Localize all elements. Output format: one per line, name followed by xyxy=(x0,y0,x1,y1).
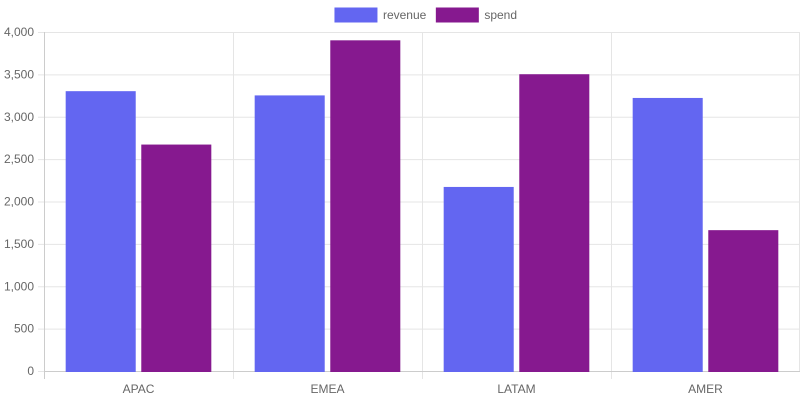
y-tick-label: 500 xyxy=(14,322,34,336)
bar-spend-apac xyxy=(141,144,212,372)
bars xyxy=(65,40,779,372)
y-tick-label: 1,000 xyxy=(4,279,34,293)
legend-swatch-revenue xyxy=(334,7,378,23)
bar-spend-latam xyxy=(519,74,590,372)
y-axis-ticks: 0 500 1,000 1,500 2,000 2,500 3,000 3,500 4,000 xyxy=(4,25,34,378)
y-tick-label: 2,000 xyxy=(4,195,34,209)
y-tick-label: 4,000 xyxy=(4,25,34,39)
x-tick-label: APAC xyxy=(123,382,155,396)
y-tick-label: 1,500 xyxy=(4,237,34,251)
legend-label-revenue: revenue xyxy=(383,8,427,22)
legend-label-spend: spend xyxy=(484,8,517,22)
legend-swatch-spend xyxy=(435,7,479,23)
x-tick-label: LATAM xyxy=(497,382,535,396)
y-tick-label: 3,500 xyxy=(4,67,34,81)
legend: revenue spend xyxy=(334,7,517,23)
y-tick-label: 3,000 xyxy=(4,110,34,124)
bar-revenue-emea xyxy=(254,95,325,372)
y-tick-label: 2,500 xyxy=(4,152,34,166)
x-tick-label: EMEA xyxy=(310,382,344,396)
bar-revenue-apac xyxy=(65,91,136,372)
bar-revenue-amer xyxy=(632,97,703,372)
bar-revenue-latam xyxy=(443,186,514,372)
y-tick-label: 0 xyxy=(27,364,34,378)
bar-spend-emea xyxy=(330,40,401,372)
x-axis-ticks: APAC EMEA LATAM AMER xyxy=(123,382,724,396)
x-tick-label: AMER xyxy=(688,382,723,396)
bar-spend-amer xyxy=(708,230,779,372)
